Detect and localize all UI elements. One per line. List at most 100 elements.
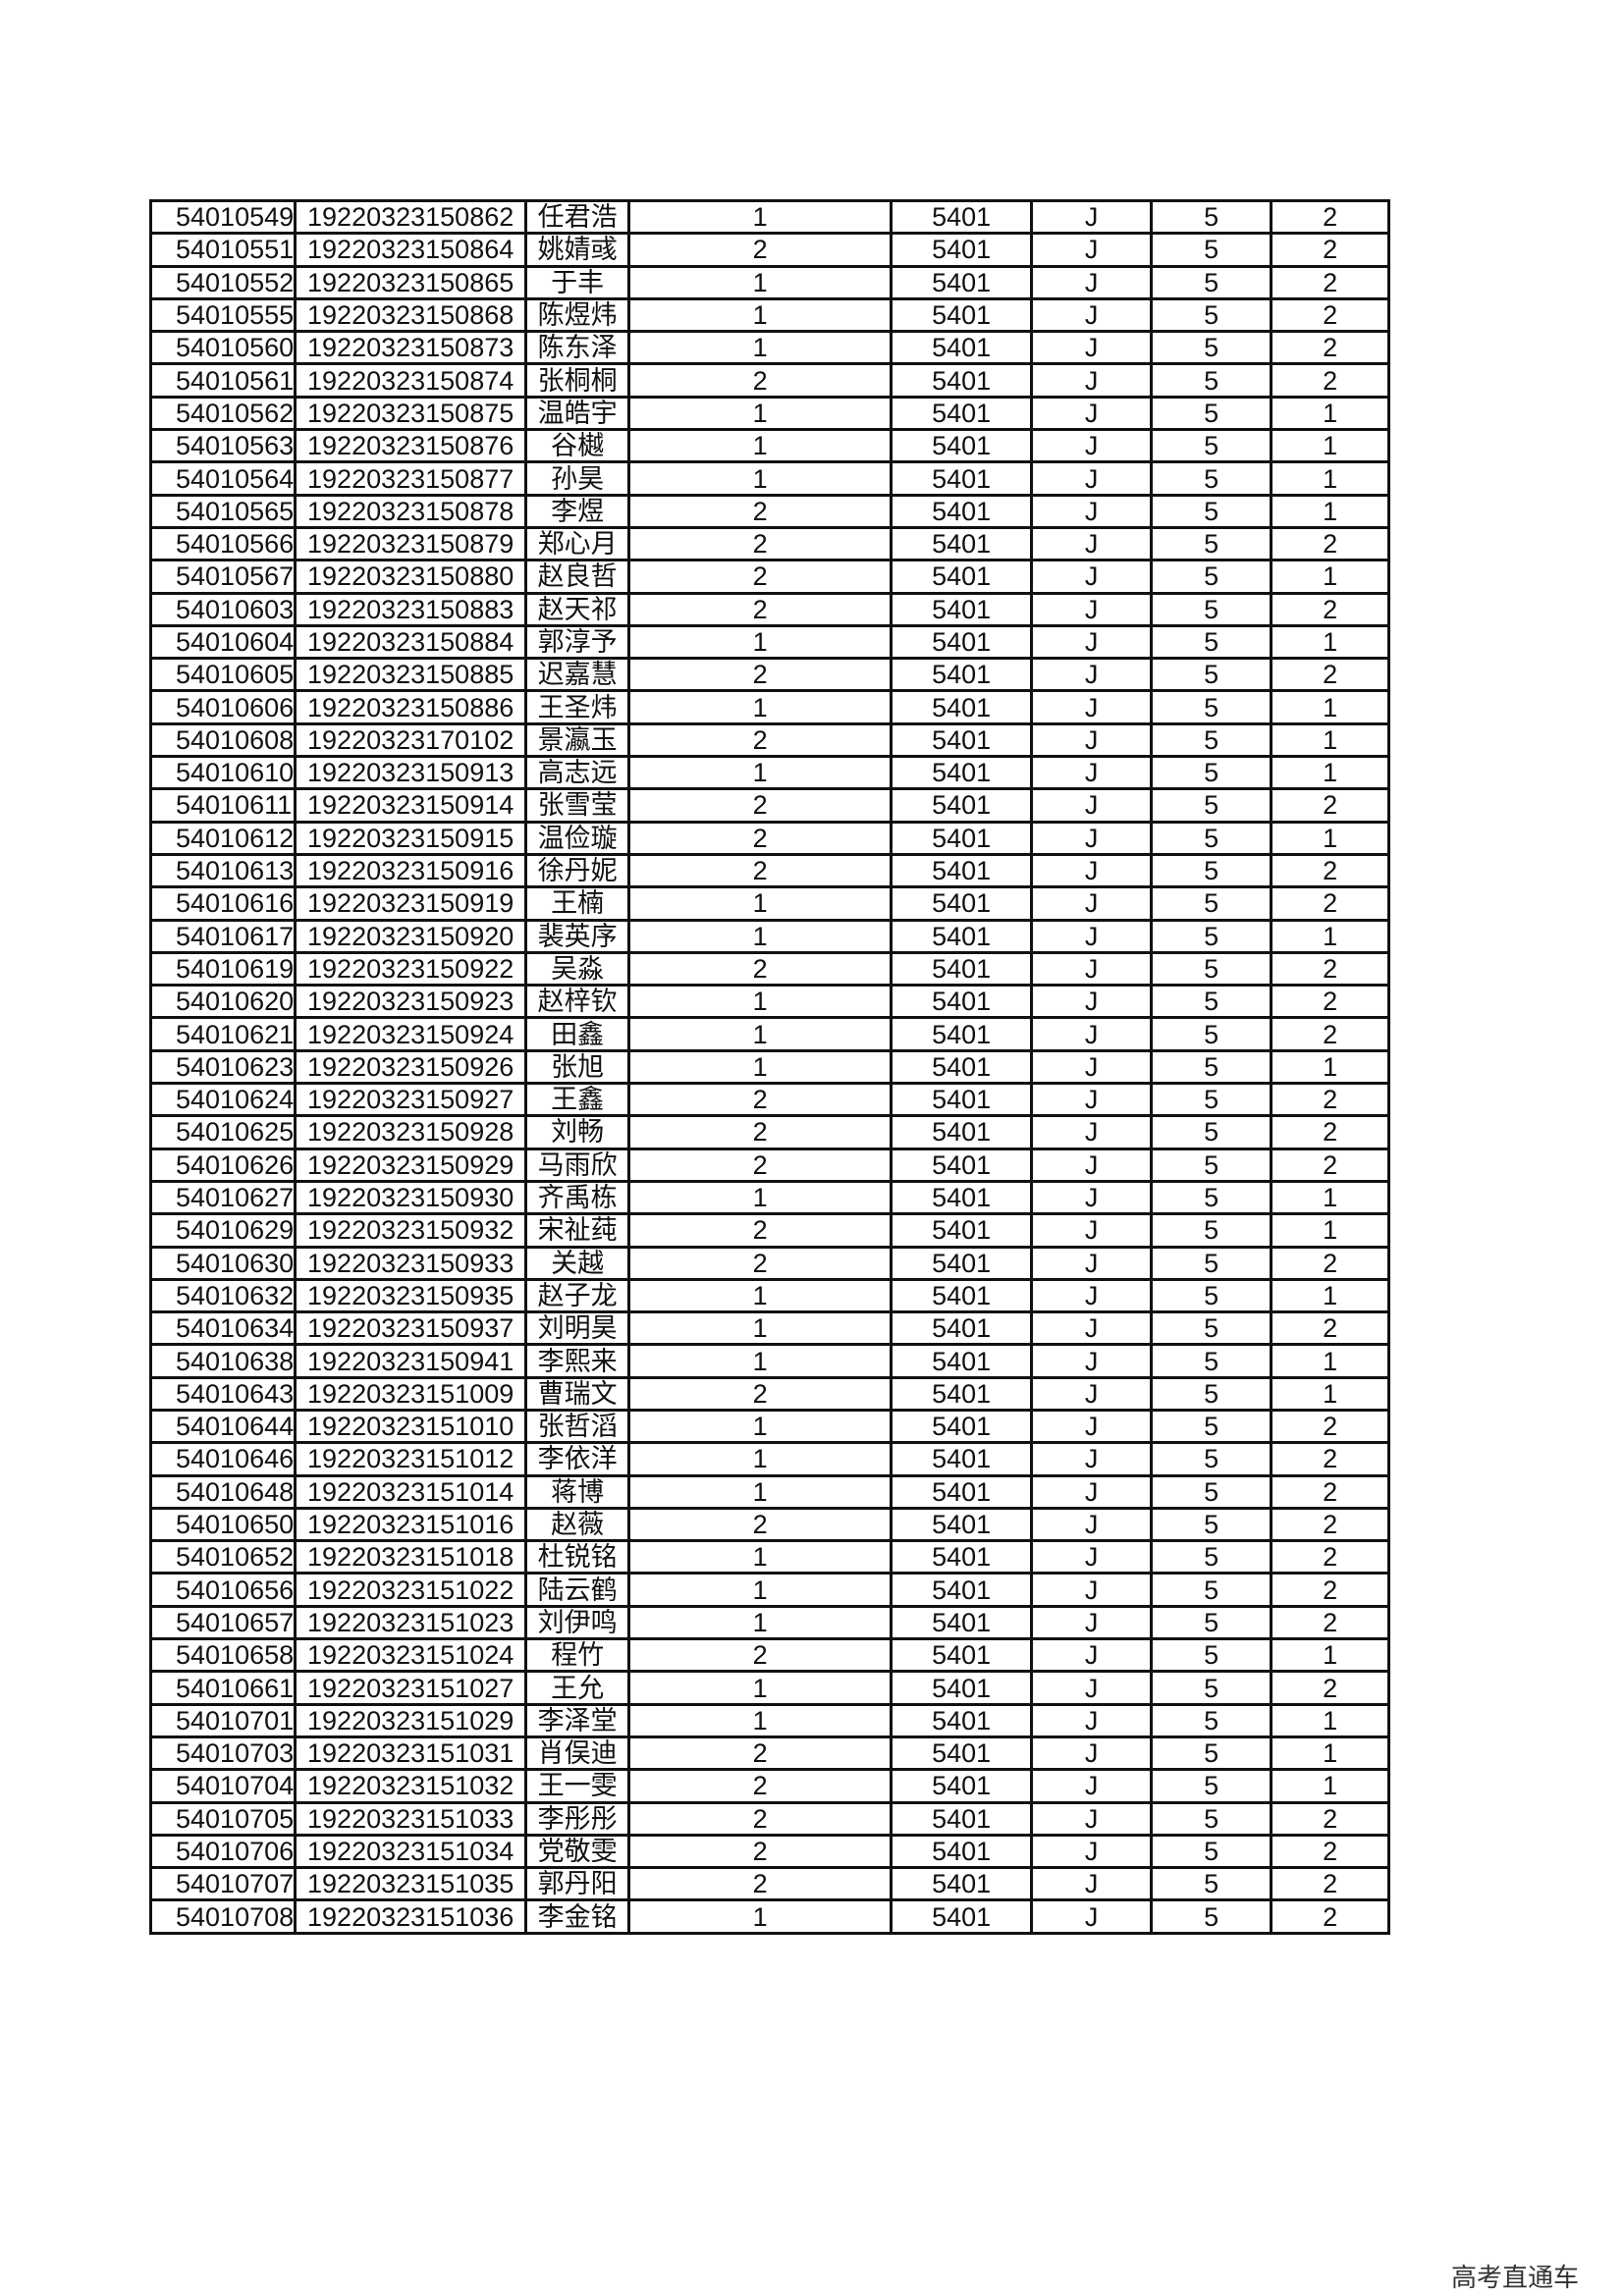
table-row: 54010564 19220323150877 孙昊 1 5401 J 5 1 bbox=[148, 460, 1391, 497]
table-row: 54010707 19220323151035 郭丹阳 2 5401 J 5 2 bbox=[148, 1866, 1391, 1902]
code-cell: 5 bbox=[1150, 559, 1273, 595]
exam-number-cell: 54010708 bbox=[148, 1898, 298, 1935]
category-cell: J bbox=[1030, 1898, 1154, 1935]
value-cell: 2 bbox=[1270, 1898, 1391, 1935]
district-code-cell: 5401 bbox=[890, 1473, 1034, 1510]
value-cell: 2 bbox=[1270, 1114, 1391, 1150]
exam-number-cell: 54010604 bbox=[148, 623, 298, 661]
table-row: 54010620 19220323150923 赵梓钦 1 5401 J 5 2 bbox=[148, 984, 1391, 1020]
value-cell: 2 bbox=[1270, 1441, 1391, 1477]
name-cell: 张雪莹 bbox=[524, 787, 631, 824]
registration-number-cell: 19220323151016 bbox=[294, 1506, 528, 1543]
code-cell: 5 bbox=[1150, 1147, 1273, 1183]
name-cell: 赵梓钦 bbox=[524, 984, 631, 1020]
category-cell: J bbox=[1030, 330, 1154, 366]
name-cell: 刘畅 bbox=[524, 1114, 631, 1150]
district-code-cell: 5401 bbox=[890, 1670, 1034, 1706]
gender-cell: 2 bbox=[627, 1147, 893, 1183]
value-cell: 2 bbox=[1270, 362, 1391, 399]
category-cell: J bbox=[1030, 1473, 1154, 1510]
district-code-cell: 5401 bbox=[890, 1082, 1034, 1118]
code-cell: 5 bbox=[1150, 493, 1273, 529]
name-cell: 关越 bbox=[524, 1245, 631, 1281]
category-cell: J bbox=[1030, 721, 1154, 759]
registration-number-cell: 19220323150878 bbox=[294, 493, 528, 529]
code-cell: 5 bbox=[1150, 1114, 1273, 1150]
gender-cell: 2 bbox=[627, 1245, 893, 1281]
category-cell: J bbox=[1030, 1245, 1154, 1281]
category-cell: J bbox=[1030, 1441, 1154, 1477]
table-row: 54010616 19220323150919 王楠 1 5401 J 5 2 bbox=[148, 885, 1391, 922]
district-code-cell: 5401 bbox=[890, 689, 1034, 725]
table-row: 54010650 19220323151016 赵薇 2 5401 J 5 2 bbox=[148, 1506, 1391, 1543]
exam-number-cell: 54010701 bbox=[148, 1702, 298, 1738]
gender-cell: 2 bbox=[627, 559, 893, 595]
code-cell: 5 bbox=[1150, 1082, 1273, 1118]
district-code-cell: 5401 bbox=[890, 918, 1034, 954]
value-cell: 1 bbox=[1270, 1343, 1391, 1379]
table-row: 54010610 19220323150913 高志远 1 5401 J 5 1 bbox=[148, 755, 1391, 791]
exam-number-cell: 54010627 bbox=[148, 1179, 298, 1216]
exam-number-cell: 54010617 bbox=[148, 918, 298, 954]
value-cell: 2 bbox=[1270, 1506, 1391, 1543]
exam-number-cell: 54010644 bbox=[148, 1408, 298, 1445]
district-code-cell: 5401 bbox=[890, 885, 1034, 922]
value-cell: 1 bbox=[1270, 428, 1391, 464]
code-cell: 5 bbox=[1150, 1212, 1273, 1249]
value-cell: 1 bbox=[1270, 1212, 1391, 1249]
category-cell: J bbox=[1030, 1866, 1154, 1902]
name-cell: 高志远 bbox=[524, 755, 631, 791]
gender-cell: 2 bbox=[627, 657, 893, 693]
district-code-cell: 5401 bbox=[890, 1277, 1034, 1314]
gender-cell: 1 bbox=[627, 918, 893, 954]
name-cell: 齐禹栋 bbox=[524, 1179, 631, 1216]
code-cell: 5 bbox=[1150, 1604, 1273, 1641]
gender-cell: 1 bbox=[627, 395, 893, 432]
name-cell: 李彤彤 bbox=[524, 1800, 631, 1837]
exam-number-cell: 54010563 bbox=[148, 428, 298, 464]
exam-number-cell: 54010566 bbox=[148, 525, 298, 562]
category-cell: J bbox=[1030, 1277, 1154, 1314]
value-cell: 2 bbox=[1270, 1245, 1391, 1281]
table-row: 54010643 19220323151009 曹瑞文 2 5401 J 5 1 bbox=[148, 1375, 1391, 1412]
watermark: 高考直通车 bbox=[1451, 2264, 1580, 2293]
table-row: 54010619 19220323150922 吴淼 2 5401 J 5 2 bbox=[148, 950, 1391, 988]
district-code-cell: 5401 bbox=[890, 1310, 1034, 1347]
gender-cell: 2 bbox=[627, 1114, 893, 1150]
name-cell: 景瀛玉 bbox=[524, 721, 631, 759]
gender-cell: 1 bbox=[627, 296, 893, 334]
district-code-cell: 5401 bbox=[890, 1441, 1034, 1477]
district-code-cell: 5401 bbox=[890, 820, 1034, 856]
category-cell: J bbox=[1030, 1833, 1154, 1870]
value-cell: 1 bbox=[1270, 1277, 1391, 1314]
district-code-cell: 5401 bbox=[890, 623, 1034, 661]
district-code-cell: 5401 bbox=[890, 1702, 1034, 1738]
registration-number-cell: 19220323151031 bbox=[294, 1735, 528, 1772]
table-row: 54010612 19220323150915 温俭璇 2 5401 J 5 1 bbox=[148, 820, 1391, 856]
table-row: 54010555 19220323150868 陈煜炜 1 5401 J 5 2 bbox=[148, 296, 1391, 334]
exam-number-cell: 54010638 bbox=[148, 1343, 298, 1379]
district-code-cell: 5401 bbox=[890, 1375, 1034, 1412]
code-cell: 5 bbox=[1150, 198, 1273, 236]
district-code-cell: 5401 bbox=[890, 232, 1034, 268]
name-cell: 王圣炜 bbox=[524, 689, 631, 725]
table-row: 54010652 19220323151018 杜锐铭 1 5401 J 5 2 bbox=[148, 1539, 1391, 1575]
value-cell: 1 bbox=[1270, 623, 1391, 661]
registration-number-cell: 19220323150886 bbox=[294, 689, 528, 725]
table-row: 54010703 19220323151031 肖俣迪 2 5401 J 5 1 bbox=[148, 1735, 1391, 1772]
gender-cell: 1 bbox=[627, 1048, 893, 1086]
district-code-cell: 5401 bbox=[890, 460, 1034, 497]
gender-cell: 1 bbox=[627, 755, 893, 791]
gender-cell: 1 bbox=[627, 1898, 893, 1935]
gender-cell: 2 bbox=[627, 493, 893, 529]
category-cell: J bbox=[1030, 1572, 1154, 1608]
code-cell: 5 bbox=[1150, 1572, 1273, 1608]
table-row: 54010551 19220323150864 姚婧彧 2 5401 J 5 2 bbox=[148, 232, 1391, 268]
exam-number-cell: 54010551 bbox=[148, 232, 298, 268]
gender-cell: 1 bbox=[627, 330, 893, 366]
category-cell: J bbox=[1030, 525, 1154, 562]
code-cell: 5 bbox=[1150, 1441, 1273, 1477]
exam-number-cell: 54010567 bbox=[148, 559, 298, 595]
registration-number-cell: 19220323150924 bbox=[294, 1016, 528, 1052]
name-cell: 姚婧彧 bbox=[524, 232, 631, 268]
